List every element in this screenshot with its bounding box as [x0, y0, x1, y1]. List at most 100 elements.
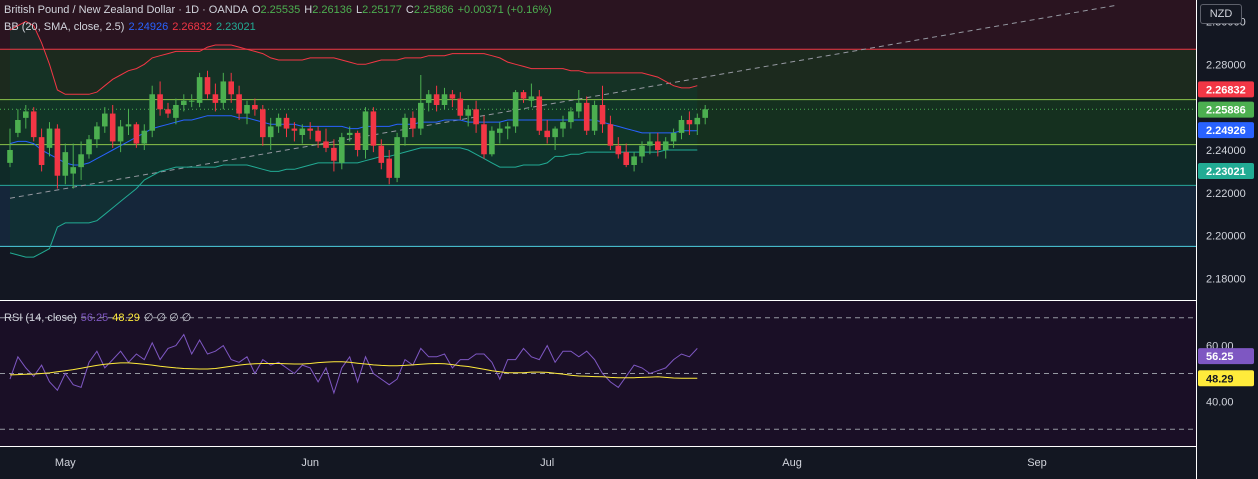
candle	[38, 128, 45, 172]
candle	[425, 90, 432, 112]
price-label-box	[1198, 81, 1254, 98]
bb-lower-value: 2.23021	[215, 21, 256, 33]
rsi-legend[interactable]: RSI (14, close) 56.25 48.29 ∅ ∅ ∅ ∅	[4, 311, 195, 325]
price-tick-label: 2.18000	[1206, 274, 1246, 286]
candle-body	[346, 132, 353, 135]
candle	[418, 75, 424, 135]
candle	[583, 96, 590, 135]
bb-basis-value: 2.24926	[128, 21, 169, 33]
price-label-text: 2.23021	[1206, 166, 1246, 178]
candle-body	[655, 141, 661, 150]
candle	[473, 100, 479, 133]
rsi-line	[9, 333, 698, 395]
candle	[141, 124, 148, 150]
candle	[457, 92, 464, 120]
candle	[220, 72, 227, 110]
candle-body	[528, 96, 535, 101]
candle-body	[15, 120, 21, 133]
candle-body	[402, 117, 408, 138]
candle-body	[291, 128, 298, 131]
candle-body	[323, 141, 329, 148]
low-label: L	[355, 4, 363, 16]
candle	[702, 105, 708, 125]
rsi-label-text: 56.25	[1206, 351, 1234, 363]
bollinger-legend[interactable]: BB (20, SMA, close, 2.5) 2.24926 2.26832 2.…	[4, 20, 260, 34]
candle	[576, 90, 582, 118]
candle	[212, 83, 219, 112]
candle	[552, 126, 558, 150]
candle	[615, 137, 622, 159]
candle-body	[165, 109, 171, 114]
candle	[481, 115, 487, 159]
candle	[15, 109, 21, 138]
candle	[386, 150, 392, 185]
candle	[267, 117, 274, 150]
currency-button[interactable]: NZD	[1200, 4, 1242, 24]
candle	[54, 124, 61, 189]
close-label: C	[405, 4, 414, 16]
candle	[568, 107, 574, 129]
candle	[449, 90, 456, 108]
candle-body	[117, 126, 124, 142]
candle	[283, 113, 290, 138]
candle-body	[196, 77, 203, 103]
candle	[7, 128, 13, 168]
candle	[62, 143, 69, 185]
candle-body	[133, 124, 140, 144]
bb-lower-line	[9, 147, 698, 258]
candle-body	[512, 92, 519, 127]
symbol-title[interactable]: British Pound / New Zealand Dollar · 1D …	[4, 4, 248, 16]
bollinger-band-fill	[10, 21, 698, 258]
open-label: O	[251, 4, 261, 16]
candle-body	[441, 94, 448, 105]
price-label-box	[1198, 101, 1254, 118]
time-axis-label: May	[55, 457, 76, 469]
candle-body	[125, 124, 132, 127]
candle-body	[267, 126, 274, 138]
candle	[520, 90, 527, 103]
rsi-value: 56.25	[80, 312, 109, 324]
candle-body	[568, 111, 574, 123]
candle	[94, 122, 100, 148]
candle-body	[102, 113, 108, 127]
candle	[504, 122, 511, 140]
candle	[346, 126, 353, 142]
candle-body	[544, 130, 550, 138]
candle-body	[181, 100, 187, 105]
candle-body	[583, 102, 590, 131]
candle	[133, 122, 140, 148]
trend-line	[9, 4, 1117, 199]
candle-body	[473, 109, 479, 125]
candle	[410, 111, 416, 138]
candle-body	[504, 126, 511, 129]
candle	[173, 98, 179, 125]
price-axis-background	[1197, 0, 1258, 479]
candle	[331, 139, 337, 172]
candle-body	[591, 105, 598, 131]
time-axis-label: Jun	[301, 457, 319, 469]
candle	[291, 122, 298, 142]
candle	[686, 111, 693, 135]
candle-body	[457, 98, 464, 116]
price-label-text: 2.24926	[1206, 125, 1246, 137]
candle	[378, 139, 385, 170]
candle	[244, 100, 250, 125]
candle	[623, 143, 629, 168]
candle-body	[639, 145, 645, 157]
candle	[441, 87, 448, 110]
price-label: 2.23021	[1198, 162, 1254, 179]
candle	[46, 122, 53, 157]
close-value: 2.25886	[413, 4, 454, 16]
candle-body	[94, 126, 100, 140]
candle	[236, 85, 242, 120]
candle-body	[220, 81, 227, 103]
candle-body	[109, 113, 116, 142]
rsi-label-box	[1198, 370, 1254, 387]
time-axis-label: Sep	[1027, 457, 1047, 469]
candle	[86, 135, 92, 159]
candle	[307, 122, 313, 140]
candle-body	[560, 122, 566, 129]
candle	[465, 105, 471, 127]
candle	[102, 107, 108, 133]
